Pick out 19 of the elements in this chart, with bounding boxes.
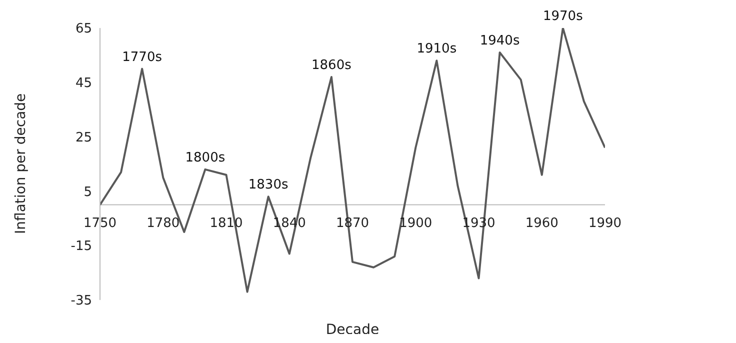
x-tick-label: 1780: [146, 216, 180, 231]
y-tick-label: 5: [84, 184, 92, 200]
annotation: 1770s: [122, 50, 162, 65]
x-tick-label: 1990: [588, 216, 622, 231]
annotation: 1970s: [542, 9, 584, 24]
y-tick-label: -35: [70, 294, 92, 309]
x-tick-label: 1750: [83, 216, 117, 231]
y-tick-label: -15: [70, 239, 92, 254]
y-axis-title: Inflation per decade: [12, 93, 29, 234]
annotation: 1860s: [312, 58, 352, 73]
y-tick-label: 65: [75, 22, 92, 37]
annotation: 1940s: [480, 33, 520, 48]
y-tick-label: 25: [75, 130, 92, 146]
annotation: 1910s: [416, 42, 457, 57]
annotation: 1800s: [185, 150, 226, 166]
x-axis-title: Decade: [326, 322, 380, 338]
x-tick-label: 1960: [525, 216, 558, 231]
annotation: 1830s: [248, 178, 288, 193]
y-tick-label: 45: [75, 76, 92, 92]
